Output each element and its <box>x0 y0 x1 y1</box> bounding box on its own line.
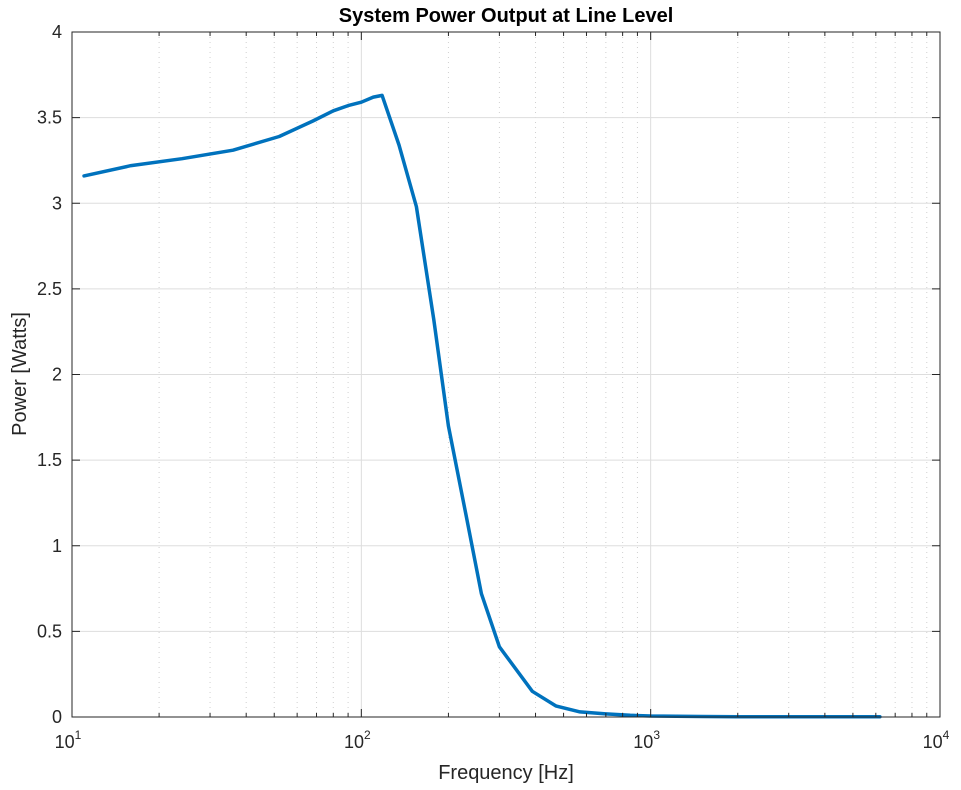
series-layer <box>82 93 882 719</box>
y-tick-label: 4 <box>52 22 62 42</box>
x-axis-label: Frequency [Hz] <box>438 762 574 784</box>
series-line <box>82 93 882 719</box>
x-tick-label: 103 <box>633 728 660 752</box>
y-tick-labels: 0 0.5 1 1.5 2 2.5 3 3.5 4 <box>37 22 62 727</box>
y-tick-label: 3.5 <box>37 108 62 128</box>
y-tick-label: 2.5 <box>37 279 62 299</box>
tick-marks <box>71 31 941 718</box>
minor-grid <box>158 32 928 717</box>
chart-title: System Power Output at Line Level <box>339 5 674 27</box>
y-tick-label: 1 <box>52 536 62 556</box>
y-tick-label: 0 <box>52 707 62 727</box>
x-tick-label: 102 <box>344 728 371 752</box>
y-tick-label: 0.5 <box>37 621 62 641</box>
x-tick-labels: 101 102 103 104 <box>55 728 950 752</box>
y-tick-label: 1.5 <box>37 450 62 470</box>
y-tick-label: 3 <box>52 193 62 213</box>
y-tick-label: 2 <box>52 365 62 385</box>
x-tick-label: 101 <box>55 728 82 752</box>
y-axis-label: Power [Watts] <box>9 312 31 436</box>
x-tick-label: 104 <box>923 728 950 752</box>
